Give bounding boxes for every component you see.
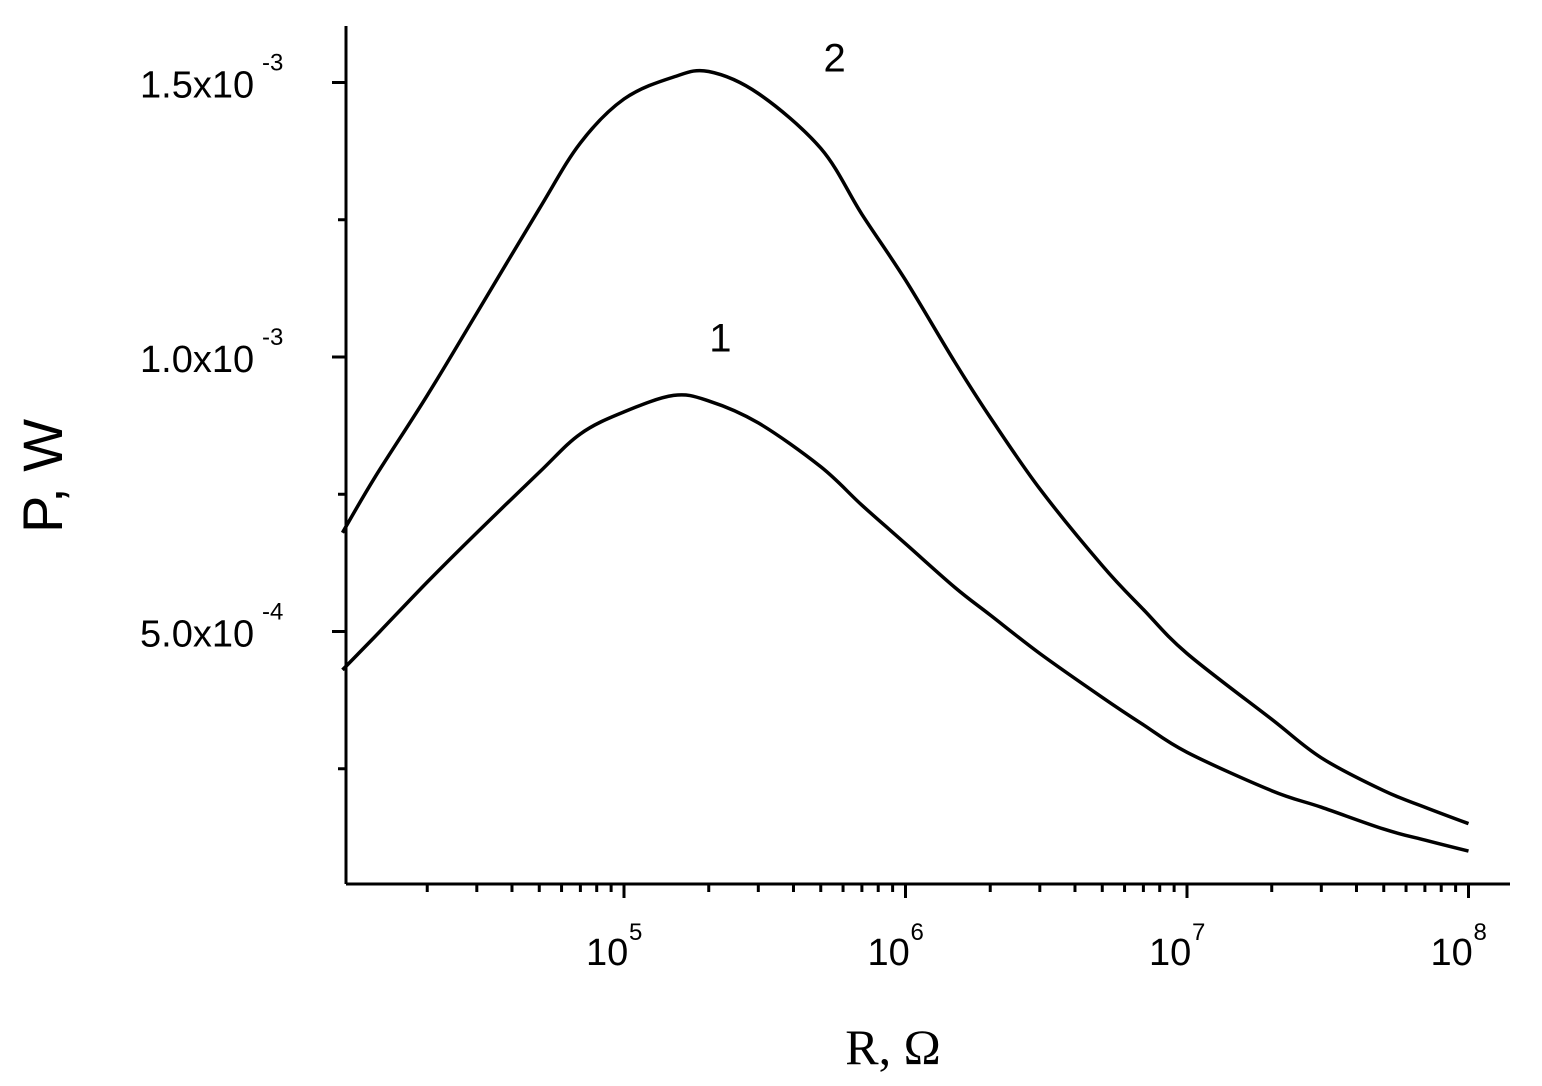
- x-tick-exponent: 6: [911, 919, 924, 946]
- x-tick-label: 10: [1431, 932, 1473, 974]
- y-tick-label: 1.0x10: [140, 339, 254, 381]
- y-tick-exponent: -3: [262, 324, 283, 351]
- x-tick-label: 10: [868, 932, 910, 974]
- x-axis-title: R, Ω: [845, 1019, 941, 1075]
- x-ticks: 10 5 10 6 10 7 10 8: [425, 884, 1487, 974]
- y-tick-exponent: -4: [262, 599, 283, 626]
- y-tick-label: 5.0x10: [140, 614, 254, 656]
- series-label-1: 1: [709, 317, 731, 361]
- x-tick-label: 10: [1149, 932, 1191, 974]
- x-tick-exponent: 7: [1192, 919, 1205, 946]
- series-annotations: 12: [709, 37, 845, 361]
- series-lines: [340, 68, 1470, 853]
- y-ticks: 5.0x10 -4 1.0x10 -3 1.5x10 -3: [140, 50, 346, 771]
- x-tick-exponent: 8: [1474, 919, 1487, 946]
- y-tick-exponent: -3: [262, 50, 283, 77]
- series-line-2: [340, 68, 1470, 826]
- axes: [344, 26, 1510, 886]
- y-axis-title: P, W: [11, 419, 74, 533]
- x-tick-label: 10: [586, 932, 628, 974]
- series-label-2: 2: [823, 37, 845, 81]
- y-tick-label: 1.5x10: [140, 65, 254, 107]
- x-tick-exponent: 5: [629, 919, 642, 946]
- series-line-1: [341, 393, 1469, 853]
